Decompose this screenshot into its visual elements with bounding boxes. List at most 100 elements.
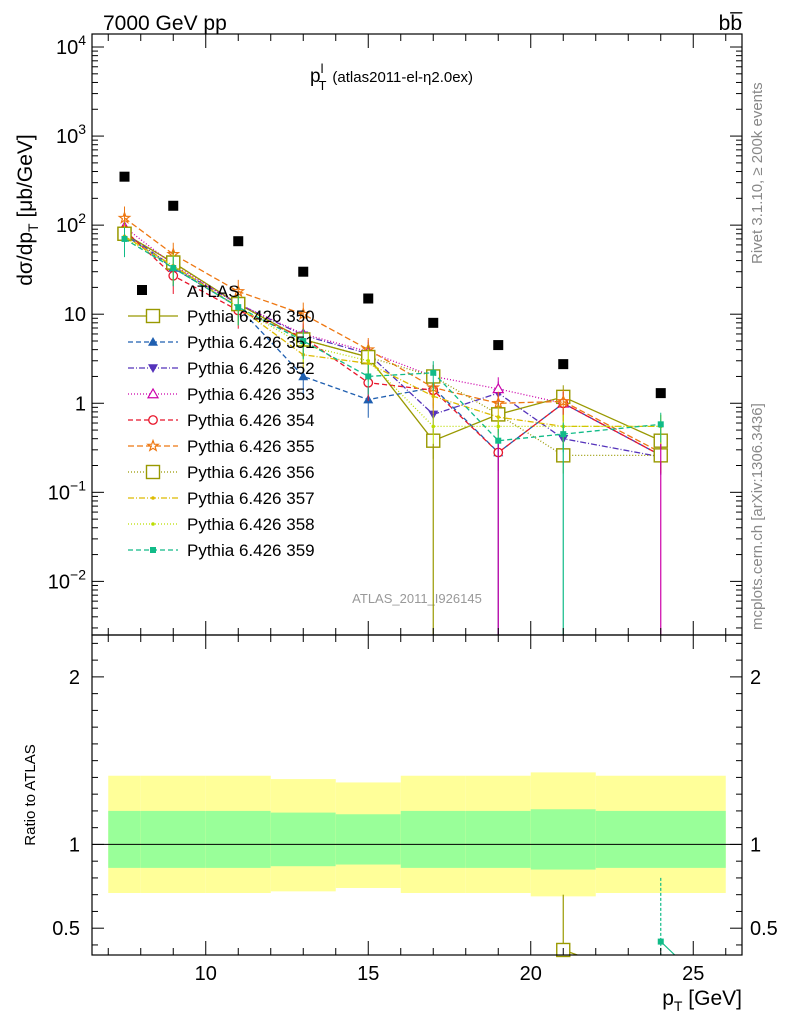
atlas-data-point [298, 266, 309, 277]
ratio-y-tick-label-right: 2 [750, 667, 761, 689]
atlas-data-point [558, 359, 569, 370]
plot-title: pl T (atlas2011-el-η2.0ex) [310, 61, 473, 93]
legend-marker [148, 337, 158, 346]
main-y-axis-label: dσ/dpT [μb/GeV] [14, 134, 41, 286]
rivet-label: Rivet 3.1.10, ≥ 200k events [749, 82, 766, 264]
data-point [298, 371, 309, 381]
ratio-uncertainty-bands [108, 772, 726, 897]
main-panel-series [117, 206, 668, 635]
main-y-tick-label: 10−2 [48, 566, 86, 593]
main-y-tick-label: 1 [75, 393, 86, 415]
ratio-band-inner-6 [465, 810, 531, 868]
legend-label: Pythia 6.426 353 [187, 385, 315, 404]
series-pythia-6.426-359 [121, 227, 664, 459]
legend-entry-5: Pythia 6.426 354 [128, 411, 315, 430]
atlas-data-point [655, 388, 666, 399]
legend-label: Pythia 6.426 358 [187, 515, 315, 534]
data-point [366, 358, 371, 363]
x-axis-label: pT [GeV] [662, 987, 742, 1014]
atlas-data-points [119, 171, 666, 399]
atlas-data-point [168, 200, 179, 211]
atlas-data-point [119, 171, 130, 182]
legend-marker [146, 387, 160, 399]
legend-label: Pythia 6.426 352 [187, 359, 315, 378]
process-label: bb̅ [719, 12, 744, 35]
data-point [560, 431, 567, 438]
ratio-band-inner-4 [335, 814, 401, 865]
legend-label: Pythia 6.426 351 [187, 333, 315, 352]
analysis-id: ATLAS_2011_I926145 [352, 591, 482, 606]
ratio-frame [91, 634, 743, 956]
energy-label: 7000 GeV pp [103, 12, 227, 35]
ratio-band-inner-8 [595, 810, 726, 868]
legend-marker [150, 547, 156, 553]
ratio-band-inner-5 [400, 810, 466, 868]
atlas-data-point [363, 293, 374, 304]
legend-marker [148, 415, 158, 425]
ratio-y-tick-label-right: 0.5 [750, 918, 778, 940]
ratio-point-1 [657, 938, 664, 945]
legend-entry-9: Pythia 6.426 358 [128, 515, 315, 534]
data-point [430, 369, 437, 376]
data-point [431, 424, 436, 429]
legend-entry-atlas: ATLAS [137, 282, 240, 301]
data-point [556, 394, 571, 408]
axes: 10−2 10−1 1 10 102 103 104 10 15 20 25 0.5 0.5 1 1 2 2 [48, 32, 778, 985]
atlas-data-point [233, 236, 244, 247]
main-y-tick-label: 10−1 [48, 477, 86, 504]
legend-marker [151, 496, 155, 500]
main-y-tick-label: 103 [56, 121, 86, 148]
ratio-band-inner-0 [108, 810, 141, 868]
data-point [117, 210, 132, 224]
main-y-tick-label: 10 [64, 304, 86, 326]
x-tick-label: 10 [195, 963, 217, 985]
data-point [296, 306, 311, 321]
legend-entry-2: Pythia 6.426 351 [128, 333, 315, 352]
data-point [496, 424, 501, 429]
legend-marker [145, 308, 161, 324]
series-line [124, 217, 662, 454]
atlas-data-point [428, 317, 439, 328]
legend-entry-7: Pythia 6.426 356 [128, 463, 315, 482]
data-point [365, 373, 372, 380]
ratio-band-inner-2 [205, 810, 271, 868]
x-tick-label: 25 [682, 963, 704, 985]
legend-marker [151, 522, 155, 526]
legend-label: Pythia 6.426 359 [187, 541, 315, 560]
legend-label: ATLAS [187, 282, 240, 301]
legend: ATLAS Pythia 6.426 350 Pythia 6.426 351 Pyt… [128, 282, 315, 560]
ratio-y-tick-label-left: 1 [69, 834, 80, 856]
legend-label: Pythia 6.426 355 [187, 437, 315, 456]
ratio-band-inner-1 [140, 810, 206, 868]
legend-label: Pythia 6.426 350 [187, 307, 315, 326]
ratio-band-inner-3 [270, 812, 336, 867]
series-line [124, 238, 661, 442]
data-point [300, 338, 307, 345]
legend-label: Pythia 6.426 357 [187, 489, 315, 508]
legend-marker [146, 438, 160, 452]
legend-label: Pythia 6.426 356 [187, 463, 315, 482]
main-y-tick-label: 102 [56, 210, 86, 237]
legend-entry-10: Pythia 6.426 359 [128, 541, 315, 560]
legend-marker [145, 464, 161, 480]
legend-entry-1: Pythia 6.426 350 [128, 307, 315, 326]
legend-entry-3: Pythia 6.426 352 [128, 359, 315, 378]
legend-label: Pythia 6.426 354 [187, 411, 315, 430]
main-y-tick-label: 104 [56, 32, 86, 59]
data-point [235, 304, 242, 311]
ratio-y-tick-label-left: 2 [69, 667, 80, 689]
ratio-y-tick-label-right: 1 [750, 834, 761, 856]
legend-marker [137, 285, 147, 295]
atlas-data-point [493, 340, 504, 351]
data-point [431, 394, 436, 399]
ratio-band-inner-7 [530, 809, 596, 870]
x-tick-label: 15 [357, 963, 379, 985]
data-point [170, 265, 177, 272]
data-point [495, 437, 502, 444]
legend-entry-8: Pythia 6.426 357 [128, 489, 315, 508]
data-point [121, 235, 128, 242]
x-tick-label: 20 [520, 963, 542, 985]
data-point [657, 421, 664, 428]
ratio-y-axis-label: Ratio to ATLAS [22, 744, 39, 845]
